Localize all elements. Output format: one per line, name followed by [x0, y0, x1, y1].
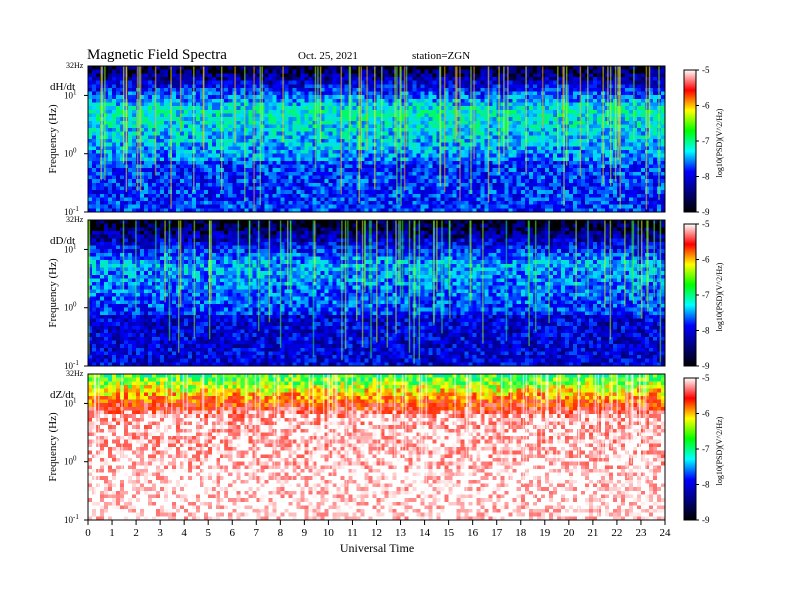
component-label: dZ/dt — [50, 389, 74, 401]
x-tick-label: 22 — [611, 527, 622, 539]
x-tick-label: 16 — [467, 527, 479, 539]
burst-streaks — [88, 220, 662, 364]
x-tick-label: 8 — [278, 527, 284, 539]
y-tick-label: 100 — [64, 301, 77, 313]
colorbar-tick-label: -9 — [702, 207, 710, 217]
x-tick-label: 13 — [395, 527, 407, 539]
y-tick-label: 101 — [64, 242, 77, 254]
x-tick-label: 2 — [133, 527, 139, 539]
spectrogram-panel-3: dZ/dt 32Hz 101 100 10-1 Frequency (Hz) -5 -6 -7 -… — [47, 369, 724, 525]
heatmap-cells — [88, 220, 666, 367]
x-tick-label: 19 — [539, 527, 551, 539]
colorbar-tick-label: -8 — [702, 326, 710, 336]
colorbar-tick-label: -8 — [702, 480, 710, 490]
x-axis-label: Universal Time — [340, 541, 414, 555]
y-tick-label: 10-1 — [64, 205, 79, 217]
component-label: dD/dt — [50, 235, 75, 247]
colorbar-label: log10(PSD)(V^2/Hz) — [715, 262, 724, 331]
colorbar-tick-label: -7 — [702, 290, 710, 300]
x-tick-label: 1 — [109, 527, 115, 539]
x-tick-label: 11 — [347, 527, 358, 539]
colorbar-tick-label: -9 — [702, 515, 710, 525]
x-tick-label: 21 — [587, 527, 598, 539]
colorbar-tick-label: -6 — [702, 409, 710, 419]
colorbar-tick-label: -8 — [702, 172, 710, 182]
x-tick-label: 6 — [230, 527, 236, 539]
burst-streaks — [100, 66, 660, 211]
heatmap-cells — [88, 66, 666, 213]
y-axis-label: Frequency (Hz) — [47, 104, 59, 174]
colorbar-tick-label: -6 — [702, 255, 710, 265]
y-tick-label: 101 — [64, 396, 77, 408]
colorbar-tick-label: -9 — [702, 361, 710, 371]
colorbar — [683, 69, 697, 213]
colorbar — [683, 377, 697, 521]
spectrogram-panel-2: dD/dt 32Hz 101 100 10-1 Frequency (Hz) -5 -6 -7 -… — [47, 215, 724, 371]
x-tick-label: 23 — [635, 527, 647, 539]
y-tick-label: 101 — [64, 88, 77, 100]
top-frequency-label: 32Hz — [66, 215, 84, 224]
x-tick-label: 12 — [371, 527, 382, 539]
x-tick-label: 20 — [563, 527, 575, 539]
colorbar-tick-label: -5 — [702, 219, 710, 229]
colorbar-tick-label: -5 — [702, 373, 710, 383]
x-tick-label: 24 — [660, 527, 672, 539]
top-frequency-label: 32Hz — [66, 61, 84, 70]
colorbar — [683, 223, 697, 367]
colorbar-label: log10(PSD)(V^2/Hz) — [715, 108, 724, 177]
panels-group: dH/dt 32Hz 101 100 10-1 Frequency (Hz) -5 -6 -7 -… — [47, 61, 724, 525]
date-label: Oct. 25, 2021 — [298, 50, 358, 62]
panel-frame — [87, 219, 666, 367]
x-axis: 0 1 2 3 4 5 6 7 8 9 10 11 12 13 14 15 16 17 18 19 20 21 22 23 24 — [85, 520, 671, 539]
component-label: dH/dt — [50, 81, 75, 93]
y-tick-label: 100 — [64, 147, 77, 159]
x-tick-label: 7 — [254, 527, 260, 539]
x-tick-label: 9 — [302, 527, 308, 539]
y-tick-label: 100 — [64, 455, 77, 467]
x-tick-label: 18 — [515, 527, 527, 539]
y-tick-label: 10-1 — [64, 513, 79, 525]
spectrogram-panel-1: dH/dt 32Hz 101 100 10-1 Frequency (Hz) -5 -6 -7 -… — [47, 61, 724, 217]
station-label: station=ZGN — [412, 50, 470, 62]
x-tick-label: 3 — [157, 527, 163, 539]
x-tick-label: 4 — [181, 527, 187, 539]
x-tick-label: 10 — [323, 527, 335, 539]
colorbar-tick-label: -7 — [702, 444, 710, 454]
colorbar-label: log10(PSD)(V^2/Hz) — [715, 416, 724, 485]
x-tick-label: 14 — [419, 527, 431, 539]
x-tick-label: 5 — [205, 527, 211, 539]
colorbar-tick-label: -7 — [702, 136, 710, 146]
heatmap-cells — [88, 374, 666, 521]
colorbar-tick-label: -5 — [702, 65, 710, 75]
y-axis-label: Frequency (Hz) — [47, 258, 59, 328]
burst-streaks — [93, 374, 647, 519]
x-tick-label: 0 — [85, 527, 91, 539]
y-axis-label: Frequency (Hz) — [47, 412, 59, 482]
top-frequency-label: 32Hz — [66, 369, 84, 378]
y-tick-label: 10-1 — [64, 359, 79, 371]
colorbar-tick-label: -6 — [702, 101, 710, 111]
figure-title: Magnetic Field Spectra — [87, 47, 227, 63]
x-tick-label: 17 — [491, 527, 503, 539]
x-tick-label: 15 — [443, 527, 455, 539]
panel-frame — [87, 65, 666, 213]
